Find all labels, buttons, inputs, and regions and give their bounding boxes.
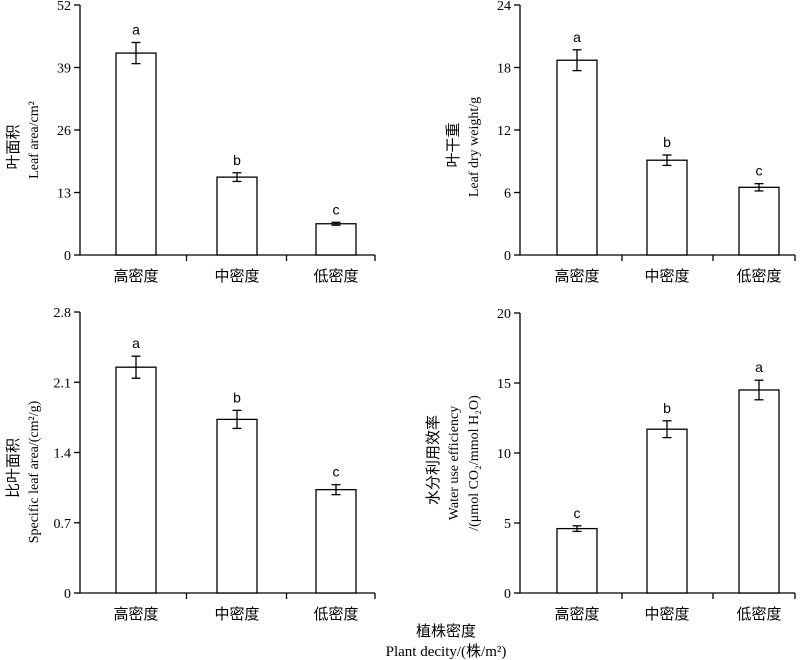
y-axis-title-en: Specific leaf area/(cm²/g) bbox=[27, 400, 42, 543]
bar bbox=[646, 428, 688, 594]
y-axis-title-en: Leaf area/cm² bbox=[27, 101, 42, 179]
x-category-label: 中密度 bbox=[644, 267, 689, 285]
panel-leaf-area: 叶面积 Leaf area/cm² 0 13 26 39 52 a 高密度 b 中密度 c 低密度 bbox=[4, 0, 376, 285]
y-axis-title-en-unit: /(μmol CO₂/mmol H₂O) bbox=[467, 395, 482, 531]
x-axis-title-en: Plant decity/(株/m²) bbox=[386, 643, 507, 660]
x-category-label: 低密度 bbox=[313, 605, 358, 623]
x-category-label: 高密度 bbox=[113, 267, 158, 285]
y-axis-title-cn: 叶面积 bbox=[4, 124, 22, 169]
panel-leaf-dry-weight: 叶干重 Leaf dry weight/g 0 6 12 18 24 a 高密度 b 中密度 c 低… bbox=[444, 0, 796, 285]
y-tick-label: 10 bbox=[497, 447, 511, 462]
y-axis-title-cn: 叶干重 bbox=[444, 122, 462, 167]
x-category-label: 中密度 bbox=[214, 605, 259, 623]
bar bbox=[738, 389, 780, 594]
significance-letter: b bbox=[233, 152, 241, 168]
y-tick-label: 0 bbox=[64, 249, 71, 264]
bar bbox=[216, 176, 258, 256]
y-tick-label: 0 bbox=[504, 249, 511, 264]
y-tick-label: 1.4 bbox=[54, 447, 72, 462]
bar bbox=[315, 223, 357, 256]
bar bbox=[216, 418, 258, 594]
y-tick-label: 52 bbox=[57, 0, 71, 14]
significance-letter: b bbox=[233, 389, 241, 405]
y-axis-title-cn: 比叶面积 bbox=[4, 438, 22, 498]
significance-letter: a bbox=[755, 359, 763, 375]
x-axis-title: 植株密度 Plant decity/(株/m²) bbox=[386, 622, 507, 660]
x-category-label: 中密度 bbox=[214, 267, 259, 285]
x-category-label: 低密度 bbox=[736, 267, 781, 285]
y-tick-label: 0 bbox=[504, 587, 511, 602]
y-tick-label: 2.1 bbox=[54, 376, 72, 391]
y-tick-label: 6 bbox=[504, 187, 511, 202]
bar bbox=[556, 59, 598, 256]
x-category-label: 中密度 bbox=[644, 605, 689, 623]
x-category-label: 低密度 bbox=[736, 605, 781, 623]
y-tick-label: 15 bbox=[497, 377, 511, 392]
y-axis-title-en: Leaf dry weight/g bbox=[467, 97, 482, 197]
significance-letter: c bbox=[333, 201, 340, 217]
x-category-label: 高密度 bbox=[554, 605, 599, 623]
y-tick-label: 13 bbox=[57, 187, 71, 202]
bar bbox=[646, 159, 688, 256]
y-tick-label: 0.7 bbox=[54, 517, 72, 532]
y-tick-label: 18 bbox=[497, 62, 511, 77]
panel-specific-leaf-area: 比叶面积 Specific leaf area/(cm²/g) 0 0.7 1.4 2… bbox=[4, 306, 376, 623]
significance-letter: a bbox=[132, 22, 140, 38]
x-axis-title-cn: 植株密度 bbox=[416, 622, 476, 640]
significance-letter: c bbox=[333, 464, 340, 480]
y-tick-label: 26 bbox=[57, 124, 71, 139]
significance-letter: a bbox=[573, 29, 581, 45]
x-category-label: 高密度 bbox=[554, 267, 599, 285]
y-tick-label: 0 bbox=[64, 587, 71, 602]
y-tick-label: 24 bbox=[497, 0, 511, 14]
y-tick-label: 5 bbox=[504, 517, 511, 532]
y-tick-label: 12 bbox=[497, 124, 511, 139]
significance-letter: c bbox=[574, 505, 581, 521]
bar bbox=[115, 366, 157, 594]
significance-letter: a bbox=[132, 335, 140, 351]
bar bbox=[556, 527, 598, 594]
y-tick-label: 39 bbox=[57, 62, 71, 77]
y-tick-label: 20 bbox=[497, 307, 511, 322]
y-axis-title-en: Water use efficiency bbox=[447, 406, 462, 520]
x-category-label: 高密度 bbox=[113, 605, 158, 623]
bar bbox=[115, 52, 157, 256]
panel-water-use-efficiency: 水分利用效率 Water use efficiency /(μmol CO₂/m… bbox=[424, 307, 796, 623]
bar bbox=[738, 186, 780, 256]
y-tick-label: 2.8 bbox=[54, 306, 72, 321]
significance-letter: b bbox=[663, 134, 671, 150]
y-axis-title-cn: 水分利用效率 bbox=[424, 415, 442, 505]
x-category-label: 低密度 bbox=[313, 267, 358, 285]
significance-letter: c bbox=[756, 163, 763, 179]
significance-letter: b bbox=[663, 400, 671, 416]
bar bbox=[315, 488, 357, 594]
